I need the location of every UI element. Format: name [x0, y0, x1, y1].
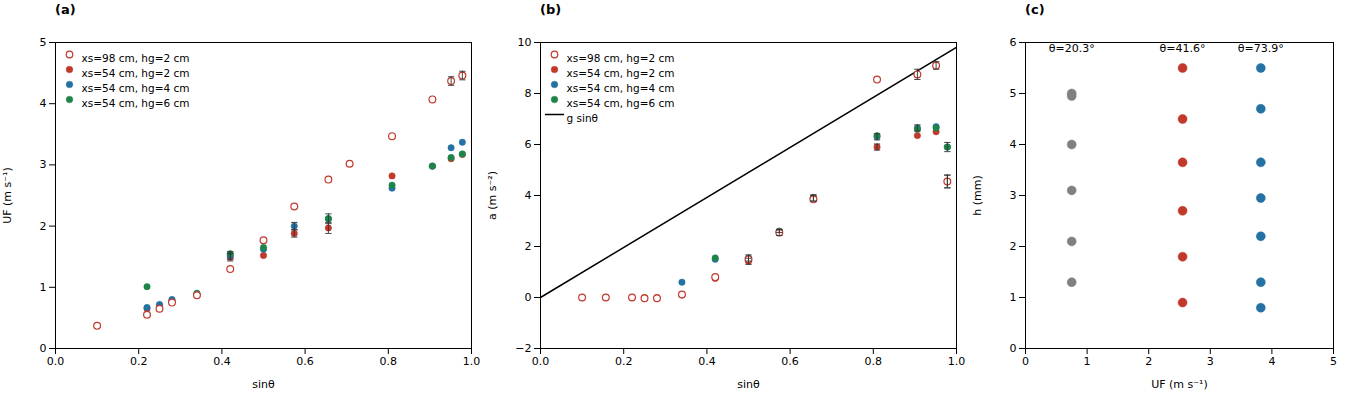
svg-text:xs=54 cm, hg=4 cm: xs=54 cm, hg=4 cm [82, 82, 190, 94]
html-text:(c): (c) [1025, 2, 1045, 17]
svg-text:xs=54 cm, hg=6 cm: xs=54 cm, hg=6 cm [567, 97, 675, 109]
svg-text:2: 2 [40, 220, 47, 233]
svg-text:UF (m s⁻¹): UF (m s⁻¹) [1, 167, 14, 224]
svg-text:0: 0 [1022, 355, 1029, 368]
svg-text:0.6: 0.6 [781, 355, 799, 368]
svg-text:θ=41.6°: θ=41.6° [1160, 42, 1206, 55]
svg-text:10: 10 [518, 36, 532, 49]
svg-text:1: 1 [1084, 355, 1091, 368]
svg-text:1.0: 1.0 [948, 355, 966, 368]
svg-text:−2: −2 [515, 342, 531, 355]
svg-text:3: 3 [40, 158, 47, 171]
svg-text:4: 4 [1010, 138, 1017, 151]
svg-text:xs=54 cm, hg=2 cm: xs=54 cm, hg=2 cm [82, 67, 190, 79]
svg-text:0.4: 0.4 [213, 355, 231, 368]
svg-text:xs=98 cm, hg=2 cm: xs=98 cm, hg=2 cm [567, 52, 675, 64]
svg-text:2: 2 [1010, 240, 1017, 253]
svg-text:6: 6 [525, 138, 532, 151]
svg-text:5: 5 [1330, 355, 1337, 368]
svg-text:0: 0 [525, 291, 532, 304]
svg-text:0.0: 0.0 [47, 355, 65, 368]
svg-text:UF (m s⁻¹): UF (m s⁻¹) [1151, 378, 1208, 391]
svg-text:xs=54 cm, hg=6 cm: xs=54 cm, hg=6 cm [82, 97, 190, 109]
svg-text:1: 1 [1010, 291, 1017, 304]
svg-text:sinθ: sinθ [737, 378, 760, 391]
svg-text:sinθ: sinθ [252, 378, 275, 391]
svg-text:3: 3 [1010, 189, 1017, 202]
svg-text:4: 4 [40, 97, 47, 110]
svg-text:xs=98 cm, hg=2 cm: xs=98 cm, hg=2 cm [82, 52, 190, 64]
svg-text:a (m s⁻²): a (m s⁻²) [486, 171, 499, 220]
svg-text:0.8: 0.8 [380, 355, 398, 368]
svg-text:2: 2 [525, 240, 532, 253]
svg-text:0: 0 [1010, 342, 1017, 355]
html-text:(a): (a) [55, 2, 76, 17]
svg-text:0.4: 0.4 [698, 355, 716, 368]
svg-text:5: 5 [40, 36, 47, 49]
svg-text:4: 4 [525, 189, 532, 202]
svg-text:xs=54 cm, hg=4 cm: xs=54 cm, hg=4 cm [567, 82, 675, 94]
svg-text:θ=73.9°: θ=73.9° [1238, 42, 1284, 55]
svg-text:0.0: 0.0 [532, 355, 550, 368]
svg-text:3: 3 [1207, 355, 1214, 368]
svg-text:h (mm): h (mm) [971, 175, 984, 215]
html-text:(b): (b) [540, 2, 562, 17]
svg-text:1: 1 [40, 281, 47, 294]
svg-text:6: 6 [1010, 36, 1017, 49]
svg-text:0.8: 0.8 [865, 355, 883, 368]
svg-text:0.2: 0.2 [615, 355, 633, 368]
svg-text:xs=54 cm, hg=2 cm: xs=54 cm, hg=2 cm [567, 67, 675, 79]
svg-text:8: 8 [525, 87, 532, 100]
svg-text:2: 2 [1145, 355, 1152, 368]
svg-text:θ=20.3°: θ=20.3° [1049, 42, 1095, 55]
svg-text:0.2: 0.2 [130, 355, 148, 368]
svg-text:g sinθ: g sinθ [567, 112, 598, 124]
svg-text:0: 0 [40, 342, 47, 355]
svg-text:1.0: 1.0 [463, 355, 481, 368]
svg-text:0.6: 0.6 [296, 355, 314, 368]
svg-text:5: 5 [1010, 87, 1017, 100]
svg-text:4: 4 [1268, 355, 1275, 368]
